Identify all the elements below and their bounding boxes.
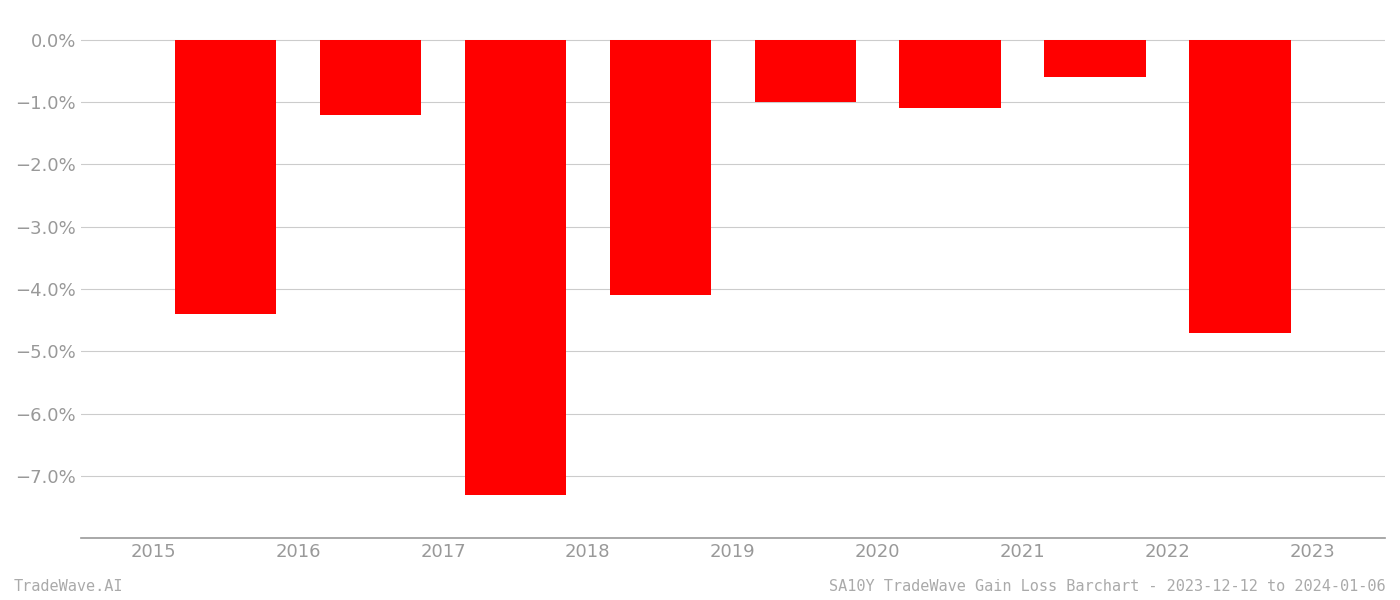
Text: SA10Y TradeWave Gain Loss Barchart - 2023-12-12 to 2024-01-06: SA10Y TradeWave Gain Loss Barchart - 202… — [829, 579, 1386, 594]
Bar — [755, 40, 855, 102]
Bar — [319, 40, 421, 115]
Text: TradeWave.AI: TradeWave.AI — [14, 579, 123, 594]
Bar — [1044, 40, 1145, 77]
Bar — [1190, 40, 1291, 332]
Bar — [465, 40, 566, 494]
Bar — [175, 40, 276, 314]
Bar — [609, 40, 711, 295]
Bar — [899, 40, 1001, 109]
